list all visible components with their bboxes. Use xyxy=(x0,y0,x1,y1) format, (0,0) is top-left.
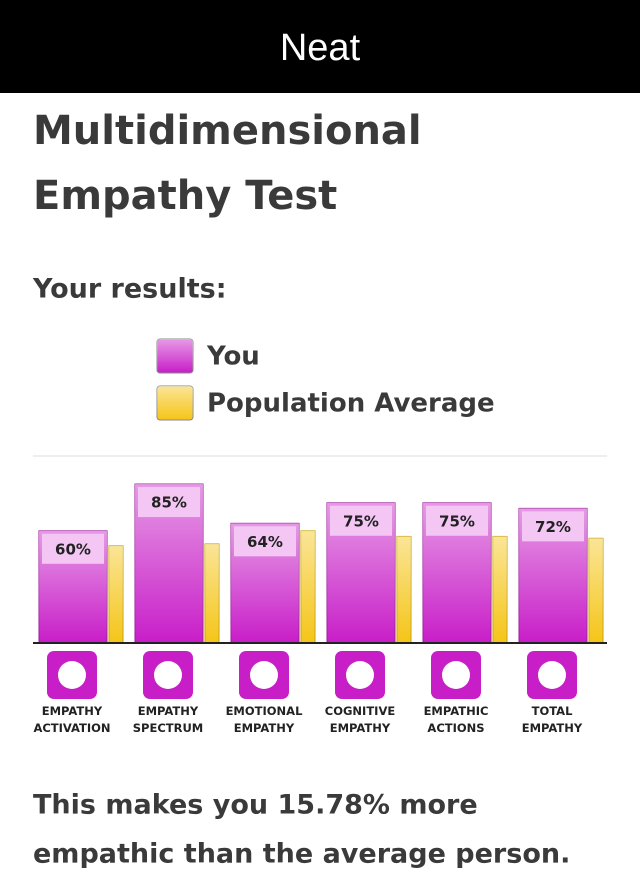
subtitle: Your results: xyxy=(32,274,227,305)
value-label: 75% xyxy=(343,512,379,530)
bar-shine xyxy=(109,545,123,643)
page-title: Multidimensional xyxy=(33,108,422,154)
category-icon-glyph xyxy=(442,661,470,689)
x-tick-label: COGNITIVE EMPATHY xyxy=(324,704,396,735)
page-title: Empathy Test xyxy=(33,173,337,219)
footer-text: This makes you 15.78% more xyxy=(33,790,478,821)
category-icon-glyph xyxy=(58,661,86,689)
x-tick-label: EMPATHIC ACTIONS xyxy=(423,704,489,735)
footer-text: empathic than the average person. xyxy=(33,839,570,870)
category-icon-glyph xyxy=(250,661,278,689)
header-title: Neat xyxy=(280,27,361,69)
legend-label: You xyxy=(206,342,260,372)
x-tick-label: EMOTIONAL EMPATHY xyxy=(225,704,303,735)
bar-shine xyxy=(493,536,507,643)
category-icon-glyph xyxy=(346,661,374,689)
bar-shine xyxy=(205,543,219,643)
value-label-box xyxy=(426,505,488,536)
value-label-box xyxy=(522,511,584,542)
bar-shine xyxy=(397,536,411,643)
x-tick-label: EMPATHY ACTIVATION xyxy=(33,704,111,735)
value-label-box xyxy=(234,526,296,557)
value-label: 64% xyxy=(247,533,283,551)
header-bar xyxy=(0,0,640,93)
value-label-box xyxy=(138,487,200,518)
category-icon-glyph xyxy=(538,661,566,689)
value-label: 60% xyxy=(55,540,91,558)
value-label-box xyxy=(330,505,392,536)
value-label: 72% xyxy=(535,518,571,536)
x-tick-label: EMPATHY SPECTRUM xyxy=(132,704,204,735)
value-label: 85% xyxy=(151,494,187,512)
x-tick-label: TOTAL EMPATHY xyxy=(521,704,583,735)
category-icon-glyph xyxy=(154,661,182,689)
bar-shine xyxy=(301,530,315,643)
legend-shine xyxy=(157,339,193,373)
value-label: 75% xyxy=(439,512,475,530)
value-label-box xyxy=(42,533,104,564)
legend-shine xyxy=(157,386,193,420)
bar-shine xyxy=(589,538,603,643)
legend-label: Population Average xyxy=(207,389,495,419)
